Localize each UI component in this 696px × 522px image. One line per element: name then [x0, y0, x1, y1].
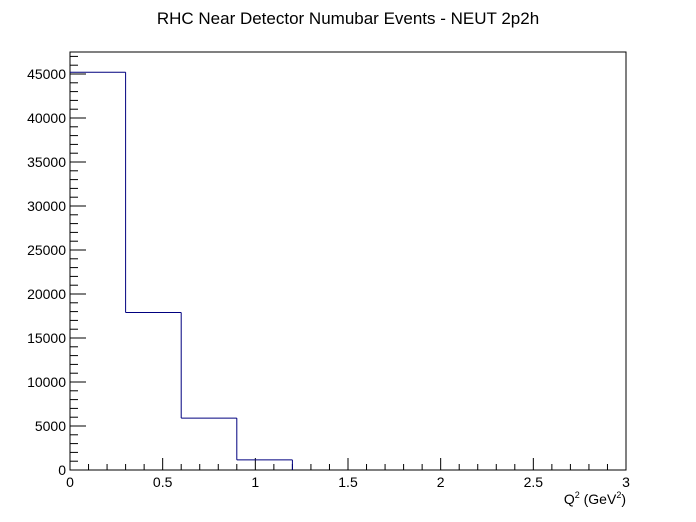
histogram-series — [70, 71, 293, 470]
y-tick-label: 25000 — [27, 242, 66, 258]
y-tick-label: 30000 — [27, 198, 66, 214]
x-tick-label: 2.5 — [524, 474, 544, 490]
x-tick-label: 1 — [251, 474, 259, 490]
x-axis: 0 0.5 1 1.5 2 2.5 3 — [66, 458, 630, 490]
y-tick-label: 40000 — [27, 110, 66, 126]
y-tick-label: 5000 — [35, 418, 66, 434]
y-tick-label: 0 — [58, 462, 66, 478]
y-axis: 0 5000 10000 15000 20000 25000 30000 35000 40000… — [27, 55, 86, 478]
x-tick-label: 0 — [66, 474, 74, 490]
y-tick-label: 20000 — [27, 286, 66, 302]
chart-title: RHC Near Detector Numubar Events - NEUT … — [157, 9, 539, 28]
x-axis-label: Q2 (GeV2) — [564, 490, 626, 507]
x-tick-label: 2 — [437, 474, 445, 490]
y-tick-label: 15000 — [27, 330, 66, 346]
y-tick-label: 10000 — [27, 374, 66, 390]
x-tick-label: 1.5 — [338, 474, 358, 490]
x-tick-label: 3 — [622, 474, 630, 490]
y-tick-label: 45000 — [27, 66, 66, 82]
y-tick-label: 35000 — [27, 154, 66, 170]
x-tick-label: 0.5 — [153, 474, 173, 490]
